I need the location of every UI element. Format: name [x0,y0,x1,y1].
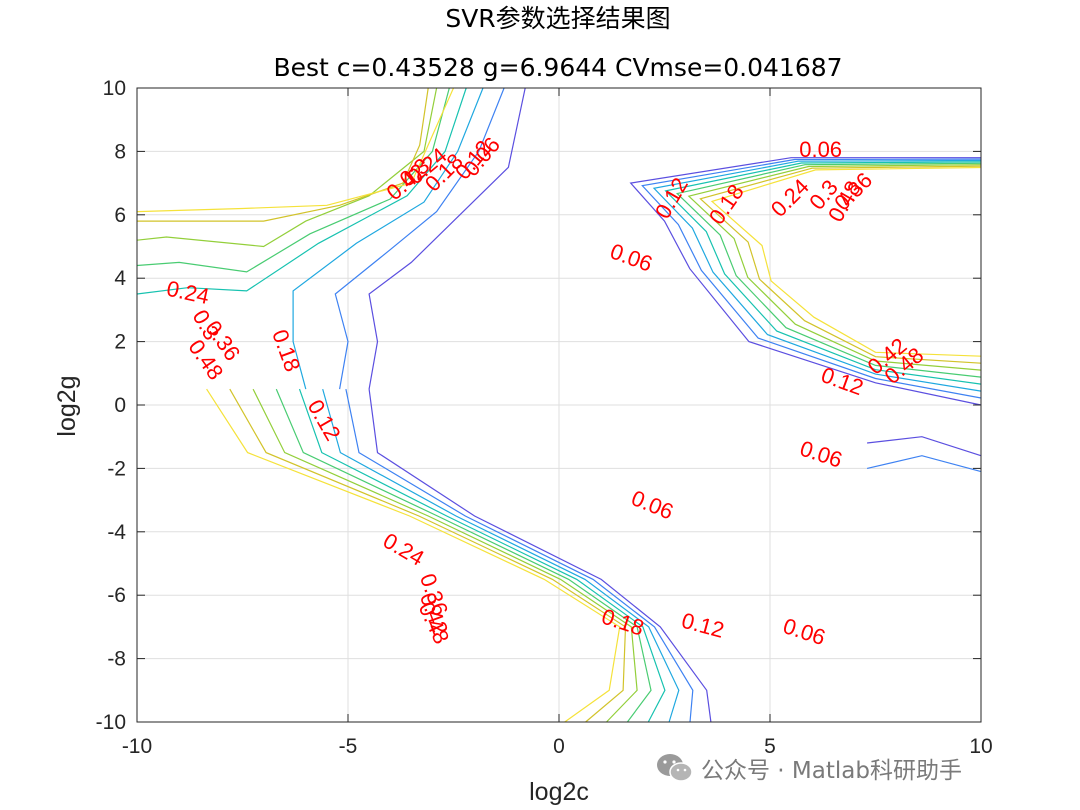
contour-value-label: 0.06 [628,485,677,524]
contour-line-lower-4 [275,388,652,723]
contour-line-0-12 [334,87,505,390]
chart-subtitle: Best c=0.43528 g=6.9644 CVmse=0.041687 [273,53,842,82]
contour-value-label: 0.06 [797,436,845,473]
contour-line-0-42 [137,87,429,222]
y-tick-label: -8 [107,648,126,671]
contour-line-tail-1 [866,455,982,473]
contour-line-lower-3 [298,388,666,723]
contour-line-right-2 [652,159,982,392]
wechat-icon [655,751,695,785]
y-tick-label: -6 [107,584,126,607]
contour-value-label: 0.18 [267,326,305,375]
contour-line-right-1 [641,158,982,399]
y-tick-label: -10 [96,711,126,734]
x-tick-label: 5 [764,735,776,758]
contour-value-label: 0.12 [650,173,693,223]
contour-line-lower-7 [206,388,621,723]
contour-value-label: 0.06 [607,239,656,277]
contour-line-0-48 [136,87,455,213]
x-tick-label: -5 [339,735,358,758]
contour-line-right-5 [687,164,982,371]
watermark: 公众号 · Matlab科研助手 [655,748,962,788]
contour-line-right-6 [699,165,982,364]
y-tick-label: 6 [114,204,126,227]
contour-line-lower-6 [229,388,627,723]
contour-line-tail-0 [867,436,982,457]
y-tick-label: 10 [103,77,126,100]
contour-line-right-7 [710,166,982,357]
chart-title: SVR参数选择结果图 [445,4,670,33]
x-tick-label: 10 [969,735,992,758]
contour-line-lower-2 [322,388,680,723]
contour-line-right-4 [675,162,982,378]
x-axis-label: log2c [529,778,589,806]
y-axis-label: log2g [53,375,81,436]
contour-line-0-36 [136,87,438,248]
contour-line-right-0 [629,157,982,406]
contour-value-label: 0.24 [164,276,211,309]
x-tick-label: -10 [122,735,152,758]
contour-value-label: 0.12 [679,608,727,643]
contour-value-label: 0.24 [379,528,429,571]
contour-value-label: 0.06 [799,137,842,162]
contour-value-label: 0.18 [599,604,647,641]
contour-line-lower-5 [252,388,638,723]
y-tick-label: 0 [114,394,126,417]
contour-line-right-3 [664,161,982,385]
y-tick-label: 2 [114,331,126,354]
y-tick-label: 4 [114,267,126,290]
contour-value-label: 0.12 [303,395,346,445]
y-tick-label: 8 [114,140,126,163]
y-tick-label: -2 [107,457,126,480]
contour-line-lower-1 [345,388,694,723]
contour-lines [136,87,982,723]
y-tick-label: -4 [107,521,126,544]
contour-line-lower-0 [368,389,712,723]
axis-ticks: -10 -5 0 5 10 10 8 6 4 2 0 -2 -4 -6 -8 -10 [96,77,993,758]
contour-value-label: 0.06 [780,613,828,650]
contour-line-0-24 [136,87,467,295]
contour-line-0-06 [368,87,526,390]
x-tick-label: 0 [553,735,565,758]
contour-line-0-3 [136,87,450,273]
contour-line-0-18 [292,87,484,390]
watermark-text: 公众号 · Matlab科研助手 [701,758,962,784]
